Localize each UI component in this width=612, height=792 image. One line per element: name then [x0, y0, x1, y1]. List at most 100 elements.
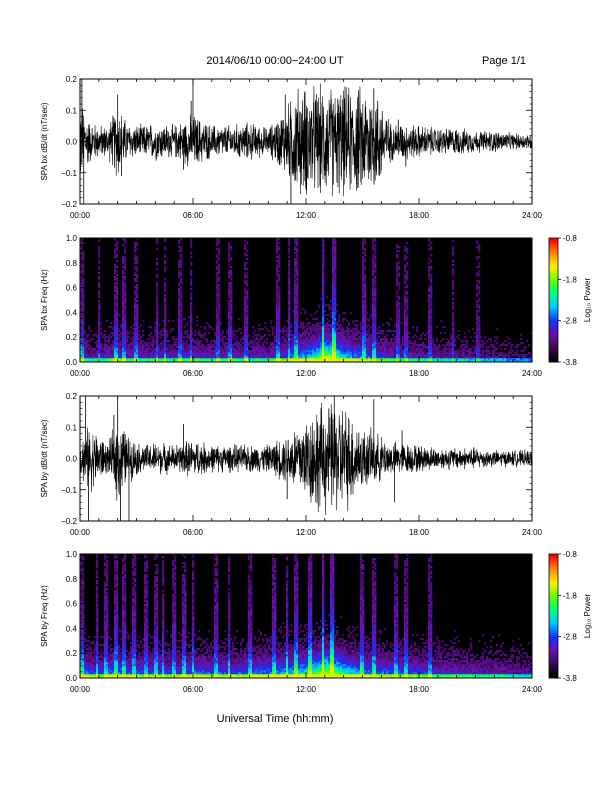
by-dbdt-panel: 00:00 06:00 12:00 18:00 24:000.20.10.0−0.1−0… [40, 392, 543, 537]
spectrogram-cell [360, 326, 363, 329]
spectrogram-cell [262, 336, 265, 339]
spectrogram-cell [406, 358, 409, 361]
spectrogram-cell [428, 302, 431, 305]
spectrogram-cell [334, 272, 337, 275]
spectrogram-cell [108, 336, 111, 339]
spectrogram-cell [120, 326, 123, 329]
spectrogram-cell [164, 294, 167, 297]
spectrogram-cell [332, 342, 335, 345]
spectrogram-cell [228, 320, 231, 323]
spectrogram-cell [120, 332, 123, 335]
spectrogram-cell [296, 276, 299, 279]
spectrogram-cell [342, 338, 345, 341]
spectrogram-cell [396, 322, 399, 325]
spectrogram-cell [354, 328, 357, 331]
spectrogram-cell [506, 358, 509, 361]
spectrogram-cell [148, 352, 151, 355]
spectrogram-cell [350, 360, 353, 363]
spectrogram-cell [318, 338, 321, 341]
spectrogram-cell [322, 278, 325, 281]
spectrogram-cell [280, 342, 283, 345]
spectrogram-cell [394, 356, 397, 359]
spectrogram-cell [394, 340, 397, 343]
spectrogram-cell [522, 354, 525, 357]
spectrogram-cell [124, 284, 127, 287]
spectrogram-cell [244, 272, 247, 275]
spectrogram-cell [322, 326, 325, 329]
spectrogram-cell [288, 334, 291, 337]
spectrogram-cell [166, 346, 169, 349]
spectrogram-cell [222, 354, 225, 357]
spectrogram-cell [136, 328, 139, 331]
spectrogram-cell [476, 338, 479, 341]
spectrogram-cell [294, 350, 297, 353]
spectrogram-cell [322, 318, 325, 321]
spectrogram-cell [474, 348, 477, 351]
spectrogram-cell [332, 294, 335, 297]
spectrogram-cell [318, 328, 321, 331]
spectrogram-cell [226, 348, 229, 351]
spectrogram-cell [116, 246, 119, 249]
spectrogram-cell [178, 292, 181, 295]
spectrogram-cell [386, 344, 389, 347]
spectrogram-cell [168, 360, 171, 363]
spectrogram-cell [294, 274, 297, 277]
spectrogram-cell [136, 330, 139, 333]
spectrogram-cell [230, 246, 233, 249]
spectrogram-cell [384, 350, 387, 353]
spectrogram-cell [300, 358, 303, 361]
spectrogram-cell [262, 354, 265, 357]
spectrogram-cell [270, 354, 273, 357]
spectrogram-cell [522, 358, 525, 361]
spectrogram-cell [114, 328, 117, 331]
spectrogram-cell [476, 266, 479, 269]
spectrogram-cell [288, 272, 291, 275]
spectrogram-cell [340, 324, 343, 327]
spectrogram-cell [98, 346, 101, 349]
spectrogram-cell [480, 360, 483, 363]
spectrogram-cell [310, 348, 313, 351]
spectrogram-cell [104, 354, 107, 357]
spectrogram-cell [130, 326, 133, 329]
spectrogram-cell [334, 244, 337, 247]
spectrogram-cell [334, 298, 337, 301]
spectrogram-cell [114, 326, 117, 329]
spectrogram-cell [228, 274, 231, 277]
spectrogram-cell [280, 354, 283, 357]
spectrogram-cell [502, 358, 505, 361]
spectrogram-cell [462, 348, 465, 351]
spectrogram-cell [288, 330, 291, 333]
spectrogram-cell [300, 312, 303, 315]
spectrogram-cell [324, 346, 327, 349]
spectrogram-cell [156, 288, 159, 291]
spectrogram-cell [180, 328, 183, 331]
spectrogram-cell [366, 332, 369, 335]
spectrogram-cell [322, 298, 325, 301]
spectrogram-cell [190, 274, 193, 277]
spectrogram-cell [468, 352, 471, 355]
spectrogram-cell [328, 314, 331, 317]
spectrogram-cell [452, 348, 455, 351]
spectrogram-cell [190, 354, 193, 357]
spectrogram-cell [102, 348, 105, 351]
spectrogram-cell [156, 294, 159, 297]
spectrogram-cell [428, 266, 431, 269]
spectrogram-cell [94, 360, 97, 363]
spectrogram-cell [122, 306, 125, 309]
spectrogram-cell [382, 358, 385, 361]
spectrogram-cell [296, 242, 299, 245]
spectrogram-cell [314, 340, 317, 343]
spectrogram-cell [230, 358, 233, 361]
spectrogram-cell [106, 340, 109, 343]
spectrogram-cell [112, 350, 115, 353]
spectrogram-cell [136, 320, 139, 323]
spectrogram-cell [314, 318, 317, 321]
spectrogram-cell [342, 328, 345, 331]
spectrogram-cell [80, 266, 83, 269]
spectrogram-cell [364, 334, 367, 337]
spectrogram-cell [80, 272, 83, 275]
spectrogram-cell [164, 348, 167, 351]
spectrogram-cell [364, 346, 367, 349]
spectrogram-cell [448, 342, 451, 345]
spectrogram-cell [300, 344, 303, 347]
